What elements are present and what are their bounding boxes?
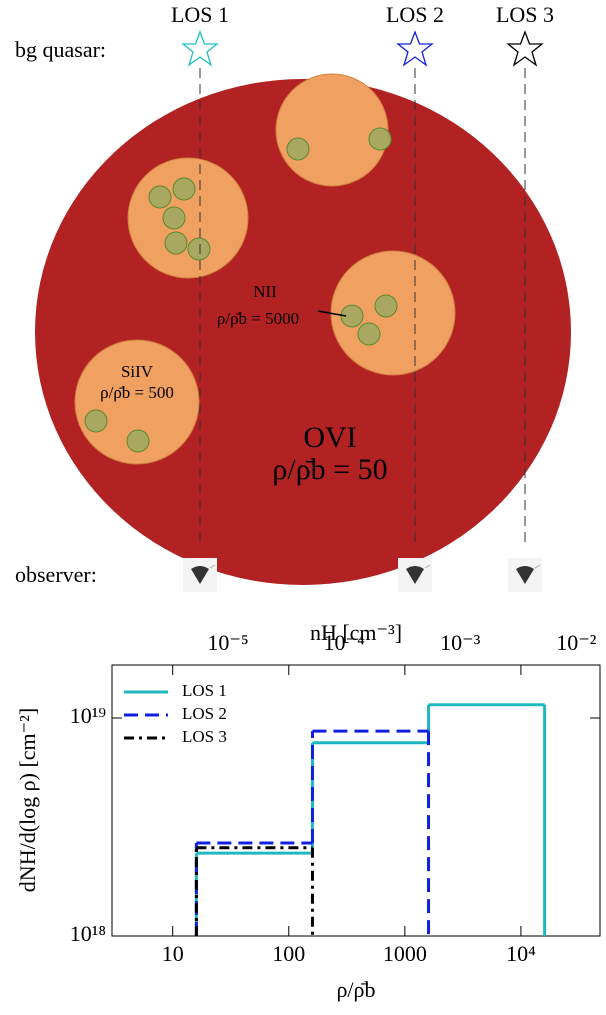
los-label: LOS 3 — [496, 2, 554, 27]
x-tick-label: 1000 — [383, 941, 427, 966]
x2-tick-label: 10⁻² — [556, 630, 597, 655]
legend-label: LOS 2 — [182, 704, 227, 723]
observer-label: observer: — [15, 562, 97, 587]
los-label: LOS 1 — [171, 2, 229, 27]
legend-label: LOS 1 — [182, 681, 227, 700]
x2-tick-label: 10⁻⁴ — [324, 630, 366, 655]
ion-label: SiIV — [121, 362, 154, 381]
x-axis-label: ρ/ρ̄b — [336, 977, 375, 1002]
y-tick-label: 10¹⁸ — [70, 921, 106, 946]
source-label: bg quasar: — [15, 37, 106, 62]
density-label: ρ/ρ̄b = 5000 — [217, 309, 299, 328]
ion-label: NII — [253, 282, 277, 301]
x-tick-label: 100 — [272, 941, 305, 966]
x2-tick-label: 10⁻³ — [440, 630, 481, 655]
quasars — [183, 32, 542, 65]
x2-tick-label: 10⁻⁵ — [207, 630, 248, 655]
density-label: ρ/ρ̄b = 50 — [272, 453, 387, 486]
y-tick-label: 10¹⁹ — [70, 703, 107, 728]
density-label: ρ/ρ̄b = 500 — [100, 383, 174, 402]
x-tick-label: 10 — [162, 941, 184, 966]
ion-label: OVI — [303, 421, 356, 454]
los-label: LOS 2 — [386, 2, 444, 27]
page: LOS 1 LOS 2 LOS 3 bg quasar: observer: S… — [0, 0, 606, 1015]
figure: LOS 1 LOS 2 LOS 3 bg quasar: observer: S… — [0, 0, 606, 1015]
legend-label: LOS 3 — [182, 727, 227, 746]
y-axis-label: dNH/d(log ρ) [cm⁻²] — [15, 708, 40, 892]
x-tick-label: 10⁴ — [506, 941, 536, 966]
